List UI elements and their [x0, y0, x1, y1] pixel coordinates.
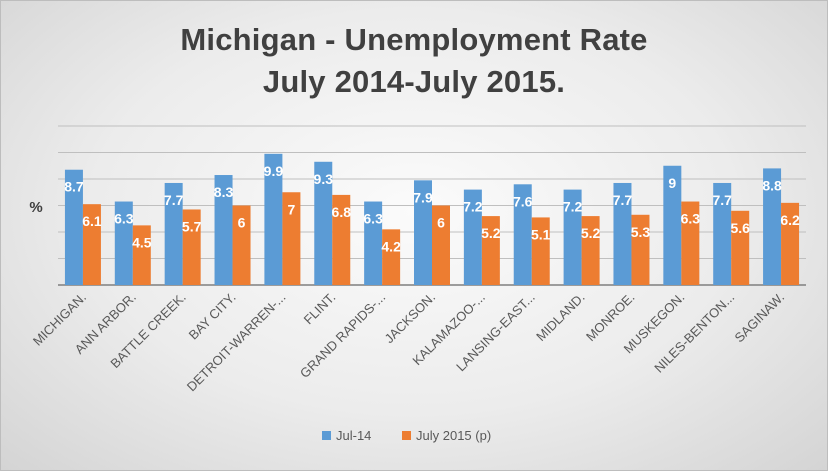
data-label: 5.3	[631, 224, 651, 240]
data-label: 4.5	[132, 234, 152, 250]
data-label: 9.9	[264, 163, 284, 179]
data-label: 5.1	[531, 226, 551, 242]
bar-jul-14	[513, 184, 532, 285]
chart-title-line2: July 2014-July 2015.	[262, 64, 566, 99]
data-label: 5.7	[182, 218, 202, 234]
data-label: 9	[668, 175, 676, 191]
data-label: 5.2	[581, 225, 601, 241]
chart-title-line1: Michigan - Unemployment Rate	[180, 22, 648, 57]
bar-jul-14	[763, 168, 782, 285]
bar-jul-14	[314, 161, 333, 285]
x-tick-label: SAGINAW.	[731, 290, 787, 346]
bar-jul-14	[613, 182, 632, 285]
data-label: 4.2	[381, 238, 401, 254]
bar-jul-14	[114, 201, 133, 285]
bar-july-2015	[681, 201, 700, 285]
bar-july-2015	[781, 202, 800, 285]
y-axis-label: %	[29, 199, 42, 216]
bar-jul-14	[414, 180, 432, 285]
data-label: 6.2	[780, 212, 800, 228]
legend: Jul-14 July 2015 (p)	[322, 428, 491, 443]
legend-swatch-july-2015	[402, 431, 411, 440]
bar-july-2015	[282, 192, 301, 285]
bar-july-2015	[232, 205, 251, 285]
bar-july-2015	[182, 209, 201, 285]
data-label: 8.7	[64, 179, 84, 195]
data-label: 7.7	[164, 192, 184, 208]
data-label: 7.7	[712, 192, 732, 208]
data-label: 8.3	[214, 184, 234, 200]
data-label: 6	[238, 215, 246, 231]
bar-jul-14	[214, 175, 233, 285]
x-tick-label: GRAND RAPIDS-...	[297, 290, 388, 381]
bar-july-2015	[731, 210, 750, 285]
bar-jul-14	[64, 169, 83, 285]
data-label: 7.2	[463, 199, 483, 215]
bar-jul-14	[264, 153, 283, 285]
bar-july-2015	[531, 217, 550, 285]
bar-jul-14	[463, 189, 482, 285]
x-tick-label: DETROIT-WARREN-...	[184, 290, 289, 395]
bar-jul-14	[713, 182, 732, 285]
bar-july-2015	[132, 225, 151, 285]
bar-jul-14	[663, 165, 682, 285]
bar-july-2015	[432, 205, 450, 285]
legend-swatch-jul-14	[322, 431, 331, 440]
data-label: 6	[437, 215, 445, 231]
data-label: 7	[288, 201, 296, 217]
x-tick-label: BAY CITY.	[186, 290, 239, 343]
data-label: 7.7	[613, 192, 633, 208]
data-label: 7.9	[413, 189, 433, 205]
bar-jul-14	[164, 182, 183, 285]
bar-jul-14	[563, 189, 582, 285]
data-label: 8.8	[762, 177, 782, 193]
legend-label: July 2015 (p)	[416, 428, 491, 443]
data-label: 9.3	[314, 171, 334, 187]
data-label: 6.3	[114, 211, 134, 227]
bar-july-2015	[581, 216, 600, 285]
legend-label: Jul-14	[336, 428, 371, 443]
bar-jul-14	[364, 201, 383, 285]
data-label: 6.8	[332, 204, 352, 220]
data-label: 5.2	[481, 225, 501, 241]
x-tick-label: MIDLAND.	[533, 290, 588, 345]
data-label: 6.1	[82, 213, 102, 229]
bar-july-2015	[82, 204, 101, 285]
bar-july-2015	[382, 229, 401, 285]
data-label: 6.3	[681, 211, 701, 227]
bar-july-2015	[332, 194, 351, 285]
data-label: 7.6	[513, 193, 533, 209]
x-tick-label: FLINT.	[301, 290, 339, 328]
bar-july-2015	[481, 216, 500, 285]
data-label: 7.2	[563, 199, 583, 215]
bar-july-2015	[631, 214, 650, 285]
data-label: 6.3	[363, 211, 383, 227]
data-label: 5.6	[730, 220, 750, 236]
